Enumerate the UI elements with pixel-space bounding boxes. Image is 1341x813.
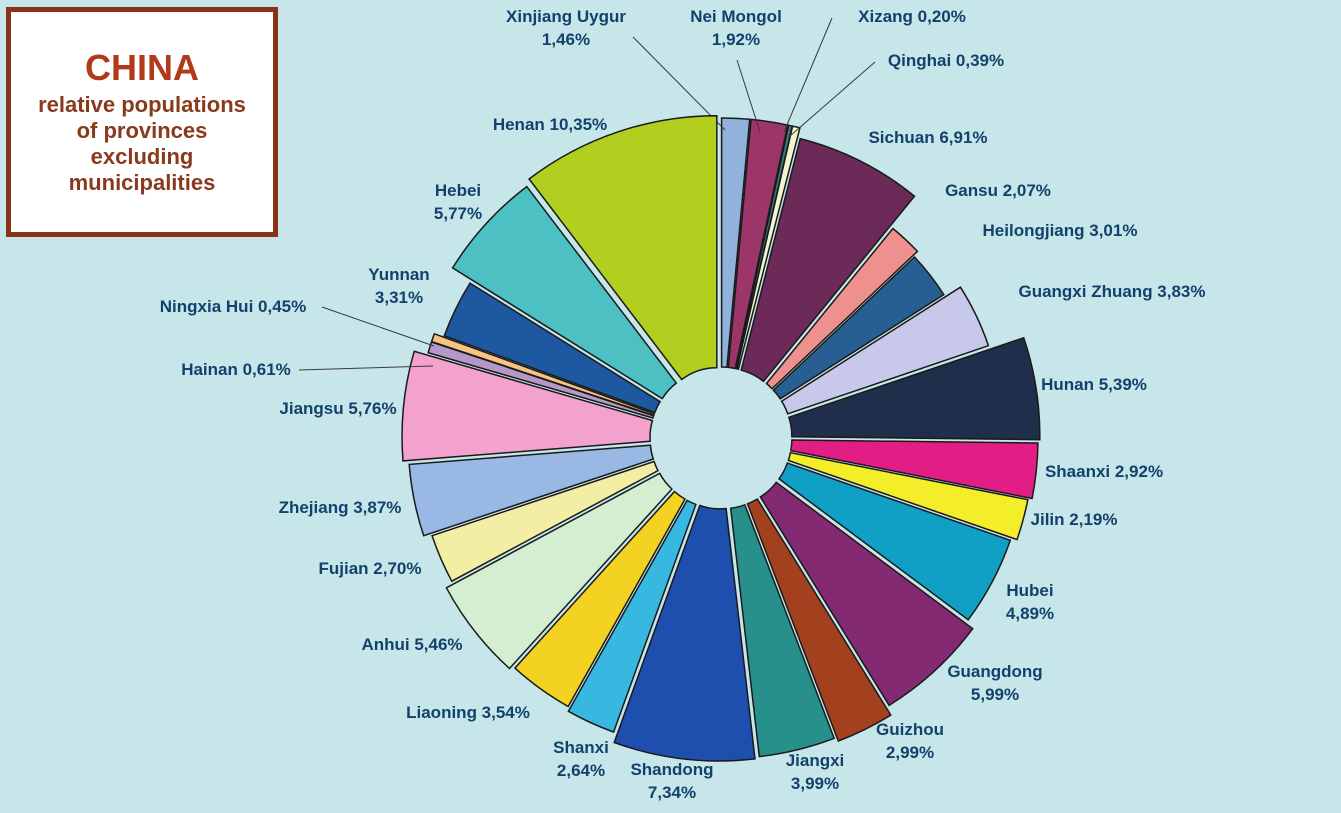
- slice-jiangxi: [729, 503, 836, 758]
- leader-line-hainan: [298, 365, 434, 371]
- slice-fujian: [431, 460, 660, 583]
- slice-shaanxi: [789, 439, 1039, 500]
- slice-label-hebei: Hebei 5,77%: [434, 181, 482, 223]
- slice-yunnan: [443, 282, 662, 414]
- slice-label-shandong: Shandong 7,34%: [630, 760, 713, 802]
- slice-gansu: [765, 227, 919, 390]
- slice-label-heilongjiang: Heilongjiang 3,01%: [983, 221, 1138, 240]
- leader-line-nei-mongol: [736, 59, 761, 133]
- slice-label-qinghai: Qinghai 0,39%: [888, 51, 1004, 70]
- slice-label-xizang: Xizang 0,20%: [858, 7, 966, 26]
- slice-label-guizhou: Guizhou 2,99%: [876, 720, 944, 762]
- slice-label-liaoning: Liaoning 3,54%: [406, 703, 530, 722]
- slice-liaoning: [513, 490, 687, 708]
- slice-shandong: [613, 504, 756, 762]
- slice-label-gansu: Gansu 2,07%: [945, 181, 1051, 200]
- slice-label-fujian: Fujian 2,70%: [319, 559, 422, 578]
- slice-jilin: [787, 451, 1029, 541]
- slice-henan: [528, 114, 718, 381]
- slice-label-xinjiang-uygur: Xinjiang Uygur 1,46%: [506, 7, 626, 49]
- slice-shanxi: [567, 499, 697, 733]
- slice-label-yunnan: Yunnan 3,31%: [368, 265, 429, 307]
- leader-line-qinghai: [789, 61, 876, 137]
- slice-label-anhui: Anhui 5,46%: [361, 635, 462, 654]
- slice-sichuan: [740, 137, 916, 383]
- leader-line-xizang: [783, 17, 833, 133]
- slice-hunan: [787, 336, 1041, 441]
- slice-label-nei-mongol: Nei Mongol 1,92%: [690, 7, 782, 49]
- slice-label-guangxi-zhuang: Guangxi Zhuang 3,83%: [1018, 282, 1205, 301]
- slice-zhejiang: [408, 444, 655, 537]
- slice-hebei: [451, 185, 678, 400]
- leader-line-xinjiang-uygur: [632, 36, 726, 131]
- slice-label-jilin: Jilin 2,19%: [1031, 510, 1118, 529]
- slice-label-hainan: Hainan 0,61%: [181, 360, 291, 379]
- slice-label-henan: Henan 10,35%: [493, 115, 607, 134]
- slice-label-hubei: Hubei 4,89%: [1006, 581, 1054, 623]
- slice-heilongjiang: [772, 255, 945, 400]
- slice-label-hunan: Hunan 5,39%: [1041, 375, 1147, 394]
- slice-label-shanxi: Shanxi 2,64%: [553, 738, 609, 780]
- slice-guangxi-zhuang: [780, 286, 990, 415]
- slice-label-zhejiang: Zhejiang 3,87%: [279, 498, 402, 517]
- slice-label-jiangsu: Jiangsu 5,76%: [279, 399, 396, 418]
- slice-jiangsu: [401, 350, 654, 462]
- slice-guangdong: [759, 481, 974, 707]
- slice-xinjiang-uygur: [720, 117, 751, 369]
- slice-label-jiangxi: Jiangxi 3,99%: [786, 751, 845, 793]
- slice-anhui: [445, 472, 673, 670]
- slice-label-shaanxi: Shaanxi 2,92%: [1045, 462, 1163, 481]
- slice-ningxia-hui: [430, 332, 656, 417]
- slice-label-sichuan: Sichuan 6,91%: [868, 128, 987, 147]
- slice-hubei: [777, 462, 1012, 621]
- chart-title-box: CHINA relative populations of provinces …: [6, 7, 278, 237]
- chart-title: CHINA: [85, 47, 199, 88]
- slice-guizhou: [746, 497, 892, 742]
- slice-label-ningxia-hui: Ningxia Hui 0,45%: [160, 297, 306, 316]
- leader-line-ningxia-hui: [321, 306, 435, 347]
- chart-subtitle: relative populations of provinces exclud…: [38, 92, 246, 195]
- slice-label-guangdong: Guangdong 5,99%: [947, 662, 1042, 704]
- slice-nei-mongol: [727, 118, 789, 370]
